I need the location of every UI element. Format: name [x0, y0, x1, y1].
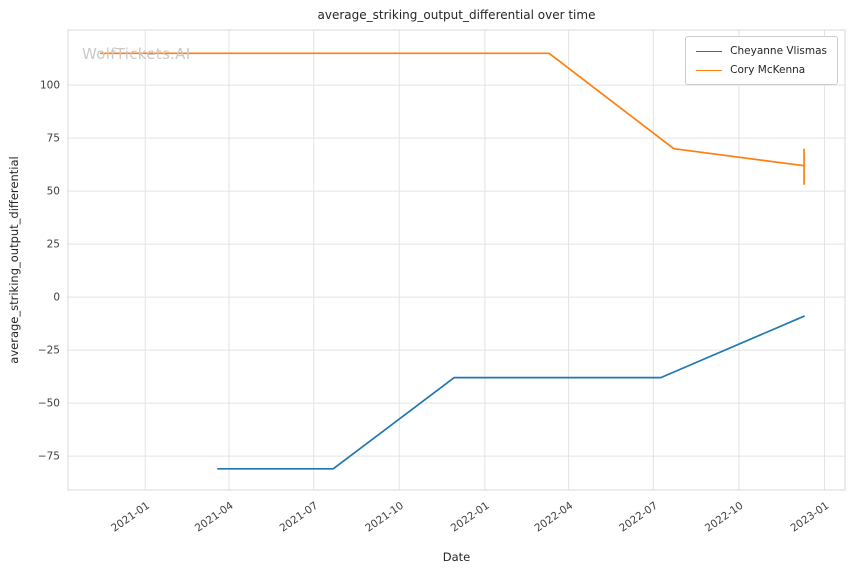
- legend-line-swatch: [696, 69, 723, 71]
- x-tick-label: 2022-04: [533, 499, 576, 534]
- legend-line-swatch: [696, 50, 723, 52]
- y-tick-label: 75: [47, 133, 60, 145]
- plot-frame: [67, 29, 846, 491]
- x-tick-label: 2021-07: [278, 500, 321, 535]
- y-tick-label: 50: [47, 186, 60, 198]
- series-line: [99, 52, 805, 167]
- y-axis-label: average_striking_output_differential: [7, 156, 21, 364]
- x-tick-label: 2022-07: [617, 500, 660, 535]
- watermark: WolfTickets.AI: [82, 45, 191, 63]
- y-tick-label: −50: [38, 398, 60, 410]
- y-tick-label: 25: [47, 239, 60, 251]
- legend: Cheyanne Vlismas Cory McKenna: [685, 36, 838, 85]
- x-tick-label: 2021-04: [193, 499, 236, 534]
- x-axis-label: Date: [442, 550, 471, 564]
- chart-title: average_striking_output_differential ove…: [317, 8, 596, 22]
- legend-item: Cory McKenna: [696, 64, 827, 76]
- y-tick-label: 100: [40, 80, 60, 92]
- legend-label: Cheyanne Vlismas: [730, 45, 827, 57]
- x-tick-label: 2021-10: [363, 500, 406, 535]
- series-line: [216, 315, 805, 470]
- legend-item: Cheyanne Vlismas: [696, 45, 827, 57]
- x-tick-label: 2022-01: [449, 500, 492, 535]
- legend-label: Cory McKenna: [730, 64, 806, 76]
- x-tick-label: 2023-01: [788, 500, 831, 535]
- y-tick-label: −25: [38, 345, 60, 357]
- y-tick-label: −75: [38, 451, 60, 463]
- x-tick-label: 2021-01: [109, 500, 152, 535]
- x-tick-label: 2022-10: [703, 500, 746, 535]
- y-tick-label: 0: [53, 292, 60, 304]
